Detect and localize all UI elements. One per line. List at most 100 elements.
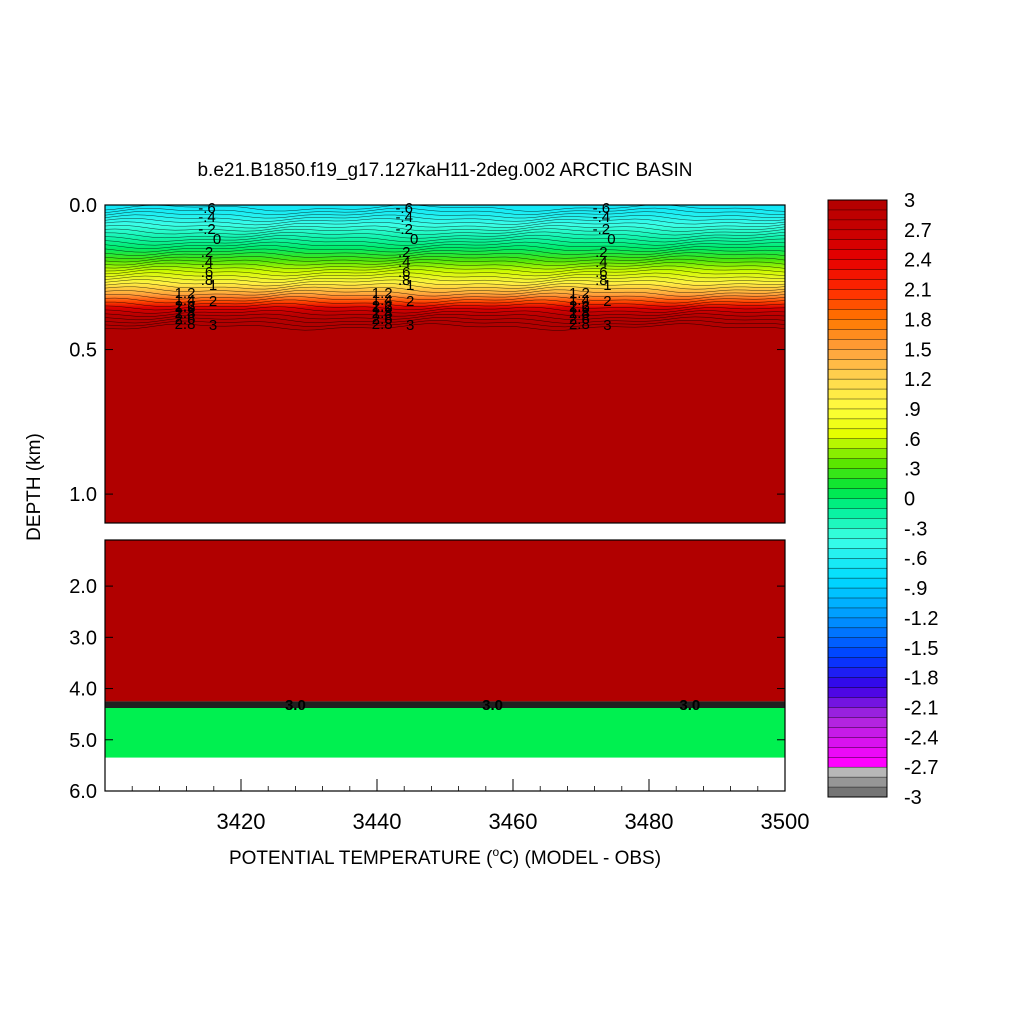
colorbar-swatch <box>827 448 888 460</box>
colorbar-swatch <box>827 468 888 480</box>
contour-label: 2 <box>209 293 217 310</box>
contour-label: 2 <box>603 293 611 310</box>
colorbar-label: -3 <box>904 787 922 809</box>
colorbar-swatch <box>827 737 888 748</box>
contour-label: .8 <box>398 272 411 289</box>
colorbar-swatch <box>827 239 888 251</box>
upper-contour-lines <box>105 205 785 331</box>
contour-label: -.2 <box>198 221 216 238</box>
colorbar-label: 1.5 <box>904 339 932 361</box>
colorbar-swatch <box>827 518 888 529</box>
colorbar-swatch <box>827 687 888 698</box>
contour-label: 3 <box>603 317 611 334</box>
colorbar-swatch <box>827 548 888 559</box>
contour-line <box>105 292 785 300</box>
contour-label: .8 <box>201 272 214 289</box>
colorbar-swatch <box>827 368 888 380</box>
contour-label: -.6 <box>395 200 413 217</box>
colorbar-label: -1.2 <box>904 608 938 630</box>
colorbar-swatch <box>827 319 888 330</box>
depth-band <box>105 708 785 758</box>
contour-label: -.4 <box>395 209 413 226</box>
colorbar-label: 2.1 <box>904 280 932 302</box>
contour-label: 3 <box>406 317 414 334</box>
contour-label: .4 <box>595 254 608 271</box>
depth-band <box>105 701 785 709</box>
contour-label: 2.2 <box>569 298 590 315</box>
colorbar-swatch <box>827 359 888 370</box>
colorbar-swatch <box>827 757 888 768</box>
colorbar-swatch <box>827 528 888 539</box>
colorbar-swatch <box>827 428 888 440</box>
colorbar-swatch <box>827 279 888 291</box>
colorbar-swatch <box>827 567 888 579</box>
contour-label: 1.6 <box>175 299 196 316</box>
colorbar-swatch <box>827 309 888 320</box>
contour-line <box>105 225 785 232</box>
contour-label: 1.2 <box>372 285 393 302</box>
colorbar-swatch <box>827 349 888 360</box>
colorbar-swatch <box>827 677 888 689</box>
colorbar-label: -1.5 <box>904 638 938 660</box>
x-axis-label-degree: o <box>493 845 500 859</box>
colorbar-swatch <box>827 299 888 310</box>
colorbar-swatch <box>827 747 888 758</box>
colorbar-label: 2.7 <box>904 220 932 242</box>
colorbar-label: -2.1 <box>904 697 938 719</box>
colorbar-label: 2.4 <box>904 250 932 272</box>
contour-label: 1.6 <box>569 299 590 316</box>
contour-label: 2.4 <box>175 305 196 322</box>
colorbar-swatch <box>827 388 888 400</box>
colorbar-swatch <box>827 199 888 211</box>
contour-line <box>105 282 785 290</box>
contour-label: 2.4 <box>372 305 393 322</box>
upper-contour-labels: -.6-.4-.20.2.4.6.811.21.41.61.822.22.42.… <box>175 200 616 334</box>
contour-line <box>105 265 785 273</box>
contour-line <box>105 245 785 253</box>
colorbar-label: 1.2 <box>904 369 932 391</box>
contour-line <box>105 313 785 321</box>
colorbar-swatch <box>827 577 888 589</box>
x-tick-label: 3460 <box>489 809 538 834</box>
colorbar-label: 3 <box>904 190 915 212</box>
x-tick-label: 3500 <box>761 809 810 834</box>
contour-label: 1.2 <box>569 285 590 302</box>
colorbar-swatch <box>827 488 888 499</box>
contour-line <box>105 218 785 226</box>
contour-line <box>105 306 785 314</box>
colorbar-swatch <box>827 269 888 281</box>
lower-contour-labels: 3.0 3.0 3.0 <box>285 697 700 714</box>
contour-line <box>105 286 785 294</box>
contour-label: 1 <box>209 277 217 294</box>
contour-line <box>105 275 785 283</box>
y-tick-label: 1.0 <box>69 484 97 506</box>
colorbar-swatch <box>827 209 888 221</box>
colorbar-label: 1.8 <box>904 309 932 331</box>
colorbar-swatch <box>827 707 888 718</box>
contour-label: -.4 <box>593 209 611 226</box>
colorbar-label: -2.4 <box>904 727 938 749</box>
contour-line <box>105 302 785 311</box>
colorbar-swatch <box>827 508 888 519</box>
contour-label: 2.2 <box>372 298 393 315</box>
contour-label: 2.6 <box>175 311 196 328</box>
colorbar-swatch <box>827 538 888 549</box>
lower-panel: 3.0 3.0 3.0 2.03.04.05.06.0 3420 3440 3460 34… <box>69 539 810 834</box>
contour-label: .8 <box>595 272 608 289</box>
x-axis: 3420 3440 3460 3480 3500 <box>104 779 810 834</box>
colorbar-label: -.9 <box>904 578 927 600</box>
colorbar-swatch <box>827 378 888 390</box>
contour-label: 2.8 <box>372 316 393 333</box>
colorbar-swatch <box>827 657 888 669</box>
contour-label: -.6 <box>198 200 216 217</box>
contour-label: .6 <box>595 264 608 281</box>
colorbar-swatch <box>827 727 888 738</box>
colorbar-swatch <box>827 697 888 708</box>
contour-line <box>105 320 785 328</box>
contour-label: -.2 <box>395 221 413 238</box>
contour-label: 2.8 <box>175 316 196 333</box>
contour-line <box>105 252 785 259</box>
contour-line <box>105 296 785 304</box>
x-axis-label: POTENTIAL TEMPERATURE (oC) (MODEL - OBS) <box>229 845 661 869</box>
